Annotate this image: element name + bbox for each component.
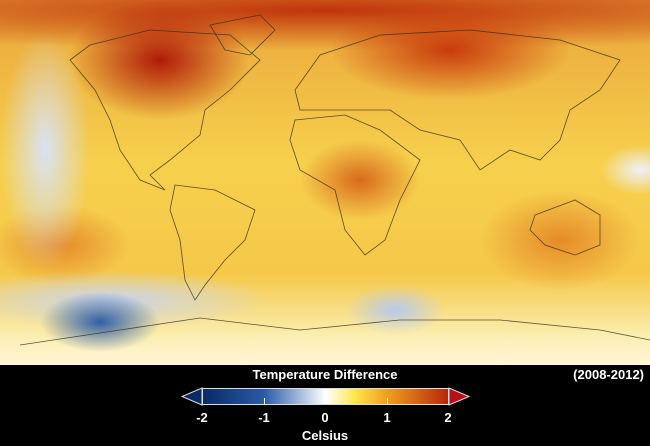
tick-mark	[387, 398, 388, 404]
eurasia-outline	[294, 29, 621, 171]
legend-title: Temperature Difference	[252, 367, 398, 382]
tick-mark	[264, 398, 265, 404]
tick-label: -2	[196, 410, 208, 425]
period-label: (2008-2012)	[573, 367, 644, 382]
tick-label: 0	[321, 410, 329, 425]
above-range-arrow-icon	[448, 387, 471, 406]
tick-label: 2	[444, 410, 452, 425]
color-scale-bar	[202, 388, 449, 405]
unit-label: Celsius	[301, 428, 349, 443]
tick-label: 1	[383, 410, 391, 425]
greenland-outline	[209, 14, 276, 56]
africa-outline	[289, 114, 421, 256]
south-america-outline	[169, 184, 256, 301]
antarctica-outline	[19, 317, 650, 346]
continent-outlines	[19, 14, 650, 346]
below-range-arrow-icon	[180, 387, 203, 406]
tick-mark	[326, 398, 327, 404]
north-america-outline	[69, 29, 261, 191]
temperature-anomaly-map	[0, 0, 650, 365]
tick-label: -1	[258, 410, 270, 425]
australia-outline	[529, 199, 601, 256]
